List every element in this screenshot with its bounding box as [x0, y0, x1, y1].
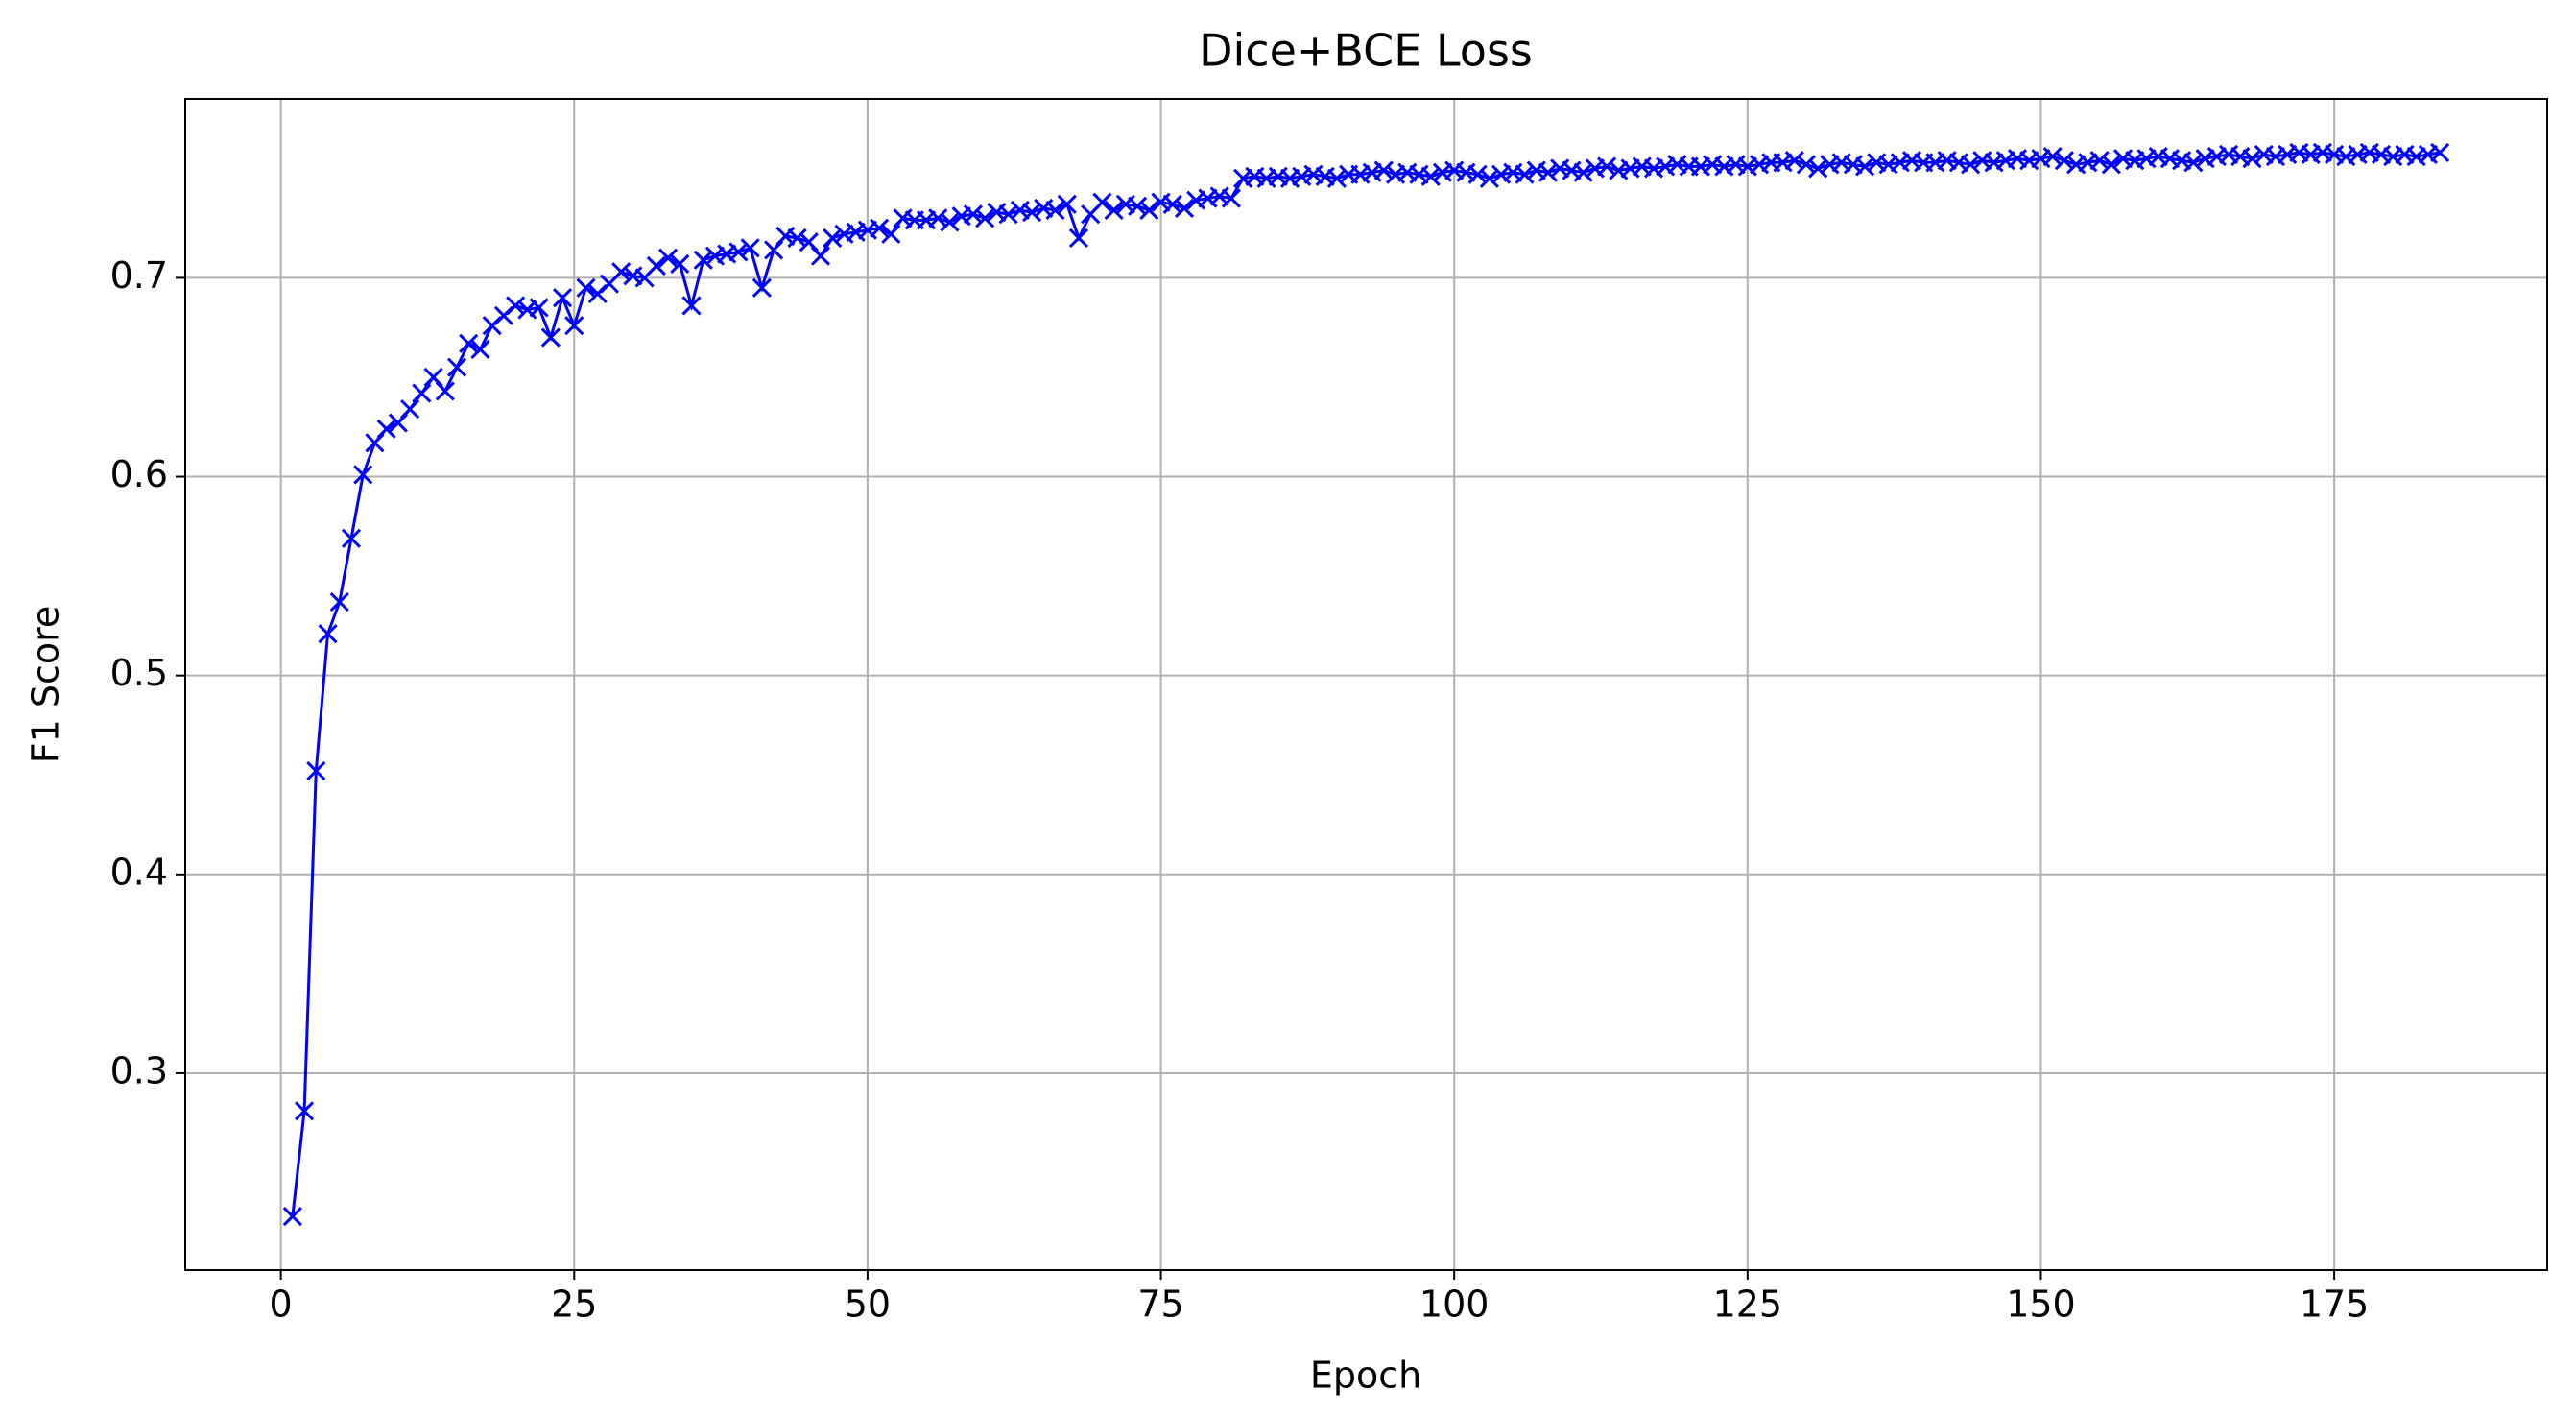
line [291, 151, 2441, 1217]
y-tick-label: 0.6 [110, 453, 168, 495]
marker [341, 528, 362, 548]
x-tick-label: 25 [551, 1284, 597, 1326]
marker [295, 1101, 315, 1121]
marker [365, 433, 385, 453]
marker [799, 232, 819, 252]
marker [2054, 151, 2074, 171]
marker [881, 224, 901, 244]
marker [1538, 162, 1559, 182]
marker [2183, 153, 2204, 173]
marker [764, 240, 784, 260]
marker [423, 367, 443, 388]
marker [611, 262, 632, 282]
marker [751, 277, 772, 298]
marker [870, 218, 890, 238]
marker [376, 419, 396, 439]
marker [810, 246, 831, 266]
y-axis-label: F1 Score [25, 606, 67, 764]
marker [1961, 155, 1981, 175]
marker [1796, 155, 1817, 175]
x-tick-label: 0 [270, 1284, 293, 1326]
marker [400, 399, 420, 420]
plot-frame [184, 98, 2548, 1271]
marker [529, 298, 549, 318]
marker [1784, 151, 1804, 171]
x-axis-label: Epoch [1310, 1355, 1421, 1397]
marker [412, 383, 432, 403]
marker [940, 212, 960, 232]
marker [658, 248, 679, 268]
marker [998, 204, 1018, 225]
marker [446, 357, 467, 377]
marker [1139, 200, 1159, 221]
marker [1092, 192, 1112, 212]
marker [1057, 194, 1077, 214]
marker [388, 413, 408, 433]
marker [1128, 196, 1148, 216]
marker [329, 591, 349, 612]
marker [2042, 147, 2063, 167]
marker [693, 250, 713, 270]
marker [2101, 155, 2121, 175]
y-tick-label: 0.5 [110, 652, 168, 694]
marker [1104, 200, 1124, 221]
marker [740, 238, 760, 258]
marker [2242, 149, 2262, 169]
marker [552, 288, 573, 308]
marker [576, 277, 596, 298]
y-tick-label: 0.3 [110, 1049, 168, 1092]
chart-title: Dice+BCE Loss [1199, 25, 1533, 77]
marker [963, 204, 984, 225]
x-tick-label: 150 [2006, 1284, 2076, 1326]
marker [306, 761, 326, 781]
y-tick-label: 0.4 [110, 851, 168, 893]
marker [1174, 198, 1195, 218]
marker [506, 296, 526, 316]
marker [2430, 142, 2450, 162]
marker [1573, 162, 1593, 182]
marker [2089, 151, 2110, 171]
x-tick-label: 100 [1419, 1284, 1490, 1326]
marker [318, 624, 338, 644]
marker [1221, 188, 1241, 208]
marker [787, 228, 807, 249]
marker [470, 339, 490, 360]
marker [681, 296, 702, 316]
marker [1162, 194, 1182, 214]
marker [1326, 168, 1348, 188]
marker [1022, 203, 1042, 223]
marker [1515, 164, 1535, 184]
marker [975, 208, 995, 228]
marker [1467, 164, 1488, 184]
marker [353, 465, 373, 485]
marker [564, 316, 584, 336]
x-tick-label: 50 [845, 1284, 891, 1326]
marker [1068, 228, 1089, 249]
marker [282, 1207, 302, 1227]
marker [928, 208, 948, 228]
marker [435, 381, 455, 401]
marker [670, 253, 690, 274]
marker [1420, 166, 1441, 186]
marker [1808, 158, 1828, 179]
marker [1597, 156, 1617, 177]
marker [728, 242, 749, 262]
marker [1045, 200, 1065, 221]
x-tick-label: 175 [2300, 1284, 2370, 1326]
marker [823, 228, 843, 249]
y-tick-label: 0.7 [110, 254, 168, 297]
x-tick-label: 75 [1137, 1284, 1183, 1326]
marker [1479, 168, 1499, 188]
marker [1373, 160, 1394, 180]
marker [1855, 156, 1875, 177]
marker [459, 333, 479, 353]
marker [540, 327, 561, 348]
x-tick-label: 125 [1713, 1284, 1783, 1326]
marker [646, 255, 666, 276]
